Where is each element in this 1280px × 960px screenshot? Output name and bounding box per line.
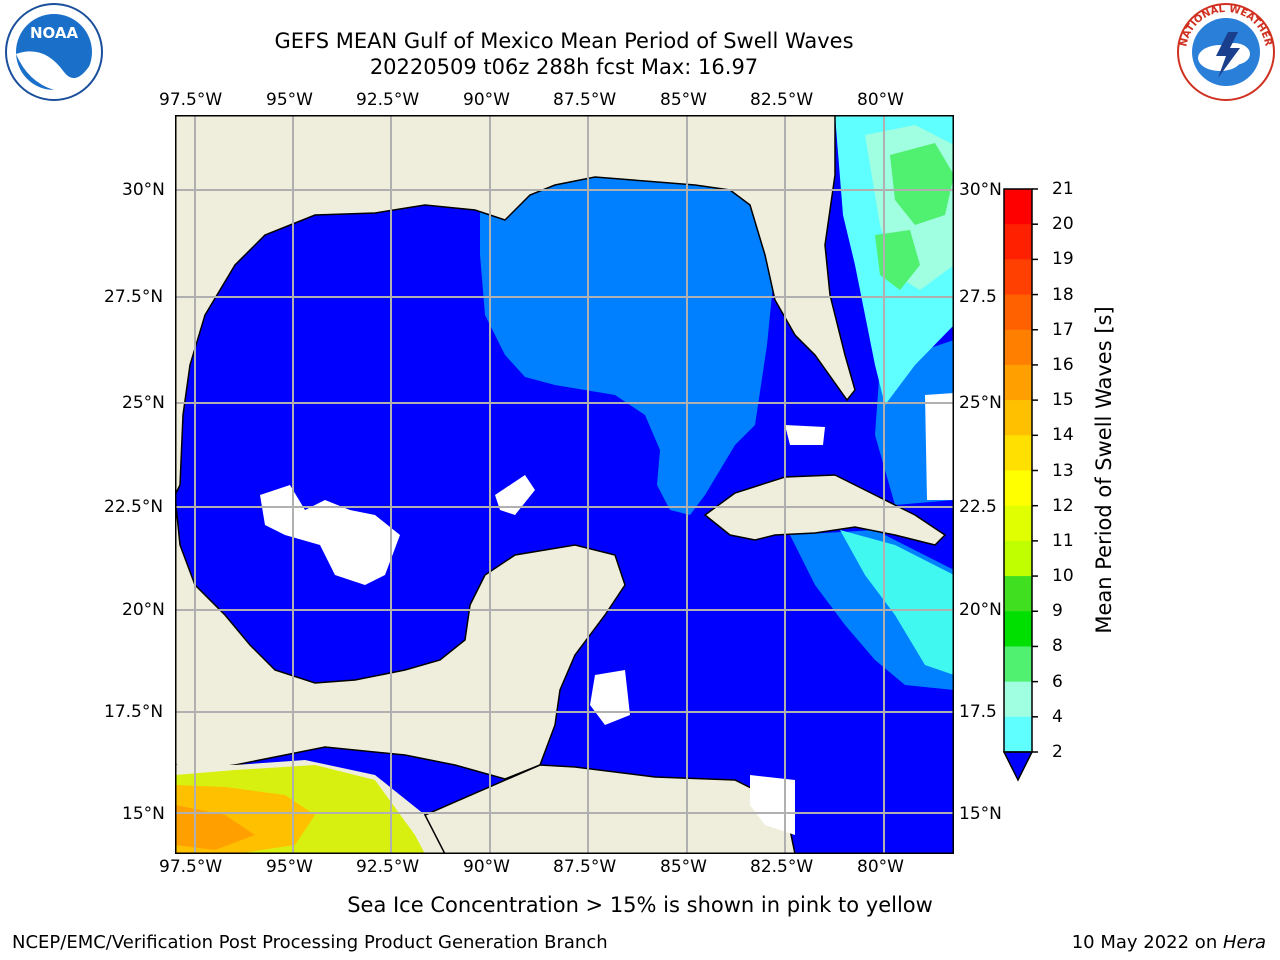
colorbar-tick-label: 16 [1052, 354, 1074, 375]
colorbar-segment [1004, 435, 1032, 471]
lon-label-bottom: 92.5°W [356, 857, 420, 877]
colorbar-segment [1004, 716, 1032, 753]
lat-label-right: 25°N [959, 393, 1002, 413]
colorbar-tick-label: 18 [1052, 284, 1074, 305]
lon-label-bottom: 87.5°W [553, 857, 617, 877]
colorbar-tick-label: 10 [1052, 566, 1074, 587]
colorbar-segment [1004, 611, 1032, 647]
colorbar-label: Mean Period of Swell Waves [s] [1092, 306, 1116, 634]
colorbar-extend-arrow [1002, 751, 1034, 782]
colorbar-tick-label: 19 [1052, 249, 1074, 270]
lat-label-left: 17.5°N [104, 702, 164, 722]
lat-label-right: 27.5 [959, 287, 997, 307]
colorbar-segment [1004, 294, 1032, 331]
nws-logo-icon: NATIONAL WEATHER SERVICE [1176, 2, 1275, 101]
lat-label-left: 22.5°N [104, 497, 164, 517]
colorbar-segment [1004, 646, 1032, 683]
colorbar-tick-label: 6 [1052, 671, 1063, 692]
lon-label-top: 97.5°W [159, 90, 223, 110]
footer-left: NCEP/EMC/Verification Post Processing Pr… [12, 932, 608, 953]
swell-band-9-10-b [875, 230, 920, 290]
colorbar-tick-label: 2 [1052, 742, 1063, 762]
lat-label-left: 30°N [122, 180, 165, 200]
colorbar-tick-label: 4 [1052, 706, 1063, 727]
lat-label-right: 20°N [959, 600, 1002, 620]
lat-label-right: 30°N [959, 180, 1002, 200]
sea-ice-note: Sea Ice Concentration > 15% is shown in … [347, 893, 933, 917]
lon-label-bottom: 97.5°W [159, 857, 223, 877]
map-grid [175, 115, 954, 854]
land-mexico [175, 494, 626, 780]
swell-band-4-6 [480, 177, 775, 515]
colorbar-tick-label: 15 [1052, 390, 1074, 411]
lon-label-top: 82.5°W [750, 90, 814, 110]
swell-band-9-10 [890, 143, 954, 225]
lat-label-left: 27.5°N [104, 287, 164, 307]
lat-label-right: 17.5 [959, 702, 997, 722]
lat-label-right: 22.5 [959, 497, 997, 517]
lon-label-bottom: 85°W [660, 857, 707, 877]
colorbar-tick-label: 21 [1052, 179, 1074, 199]
footer-host: Hera [1222, 932, 1266, 953]
lat-label-left: 20°N [122, 600, 165, 620]
swell-period-map [175, 115, 954, 854]
colorbar-segment [1004, 681, 1032, 718]
lon-label-top: 85°W [660, 90, 707, 110]
lat-label-left: 25°N [122, 393, 165, 413]
colorbar-segment [1004, 329, 1032, 366]
colorbar-tick-label: 20 [1052, 214, 1074, 235]
white-area-bahamas [925, 393, 954, 500]
colorbar-tick-label: 8 [1052, 636, 1063, 657]
colorbar-tick-label: 9 [1052, 601, 1063, 622]
colorbar-segment [1004, 224, 1032, 260]
footer-right: 10 May 2022 on Hera [1072, 932, 1266, 954]
colorbar-segment [1004, 189, 1032, 225]
colorbar-tick-label: 13 [1052, 460, 1074, 481]
lon-label-top: 90°W [463, 90, 510, 110]
colorbar-tick-label: 11 [1052, 530, 1074, 551]
colorbar [1002, 188, 1038, 782]
lon-label-top: 92.5°W [356, 90, 420, 110]
colorbar-segment [1004, 364, 1032, 401]
colorbar-tick-label: 12 [1052, 495, 1074, 516]
map-frame [175, 115, 954, 854]
chart-title: GEFS MEAN Gulf of Mexico Mean Period of … [274, 29, 854, 53]
lon-label-bottom: 80°W [857, 857, 904, 877]
swell-band-6-8-caribbean [840, 530, 954, 675]
lon-label-bottom: 95°W [266, 857, 313, 877]
footer-date: 10 May 2022 on [1071, 932, 1223, 953]
colorbar-segment [1004, 259, 1032, 296]
missing-patch-east [785, 425, 825, 445]
lat-label-right: 15°N [959, 804, 1002, 824]
colorbar-tick-label: 17 [1052, 319, 1074, 340]
colorbar-segment [1004, 576, 1032, 612]
lon-label-top: 95°W [266, 90, 313, 110]
lon-label-top: 80°W [857, 90, 904, 110]
land-us-gulf-coast [175, 115, 856, 496]
lat-label-left: 15°N [122, 804, 165, 824]
lon-label-bottom: 82.5°W [750, 857, 814, 877]
missing-patch-west [260, 485, 400, 585]
chart-subtitle: 20220509 t06z 288h fcst Max: 16.97 [369, 55, 759, 79]
colorbar-segment [1004, 505, 1032, 542]
svg-text:NOAA: NOAA [30, 24, 79, 42]
colorbar-segment [1004, 540, 1032, 577]
colorbar-segment [1004, 400, 1032, 436]
colorbar-segment [1004, 470, 1032, 507]
missing-patch-honduras [750, 775, 795, 835]
lon-label-bottom: 90°W [463, 857, 510, 877]
noaa-logo-icon: NOAA [5, 3, 103, 101]
lon-label-top: 87.5°W [553, 90, 617, 110]
missing-patch-central [495, 475, 535, 515]
colorbar-tick-label: 14 [1052, 425, 1074, 446]
